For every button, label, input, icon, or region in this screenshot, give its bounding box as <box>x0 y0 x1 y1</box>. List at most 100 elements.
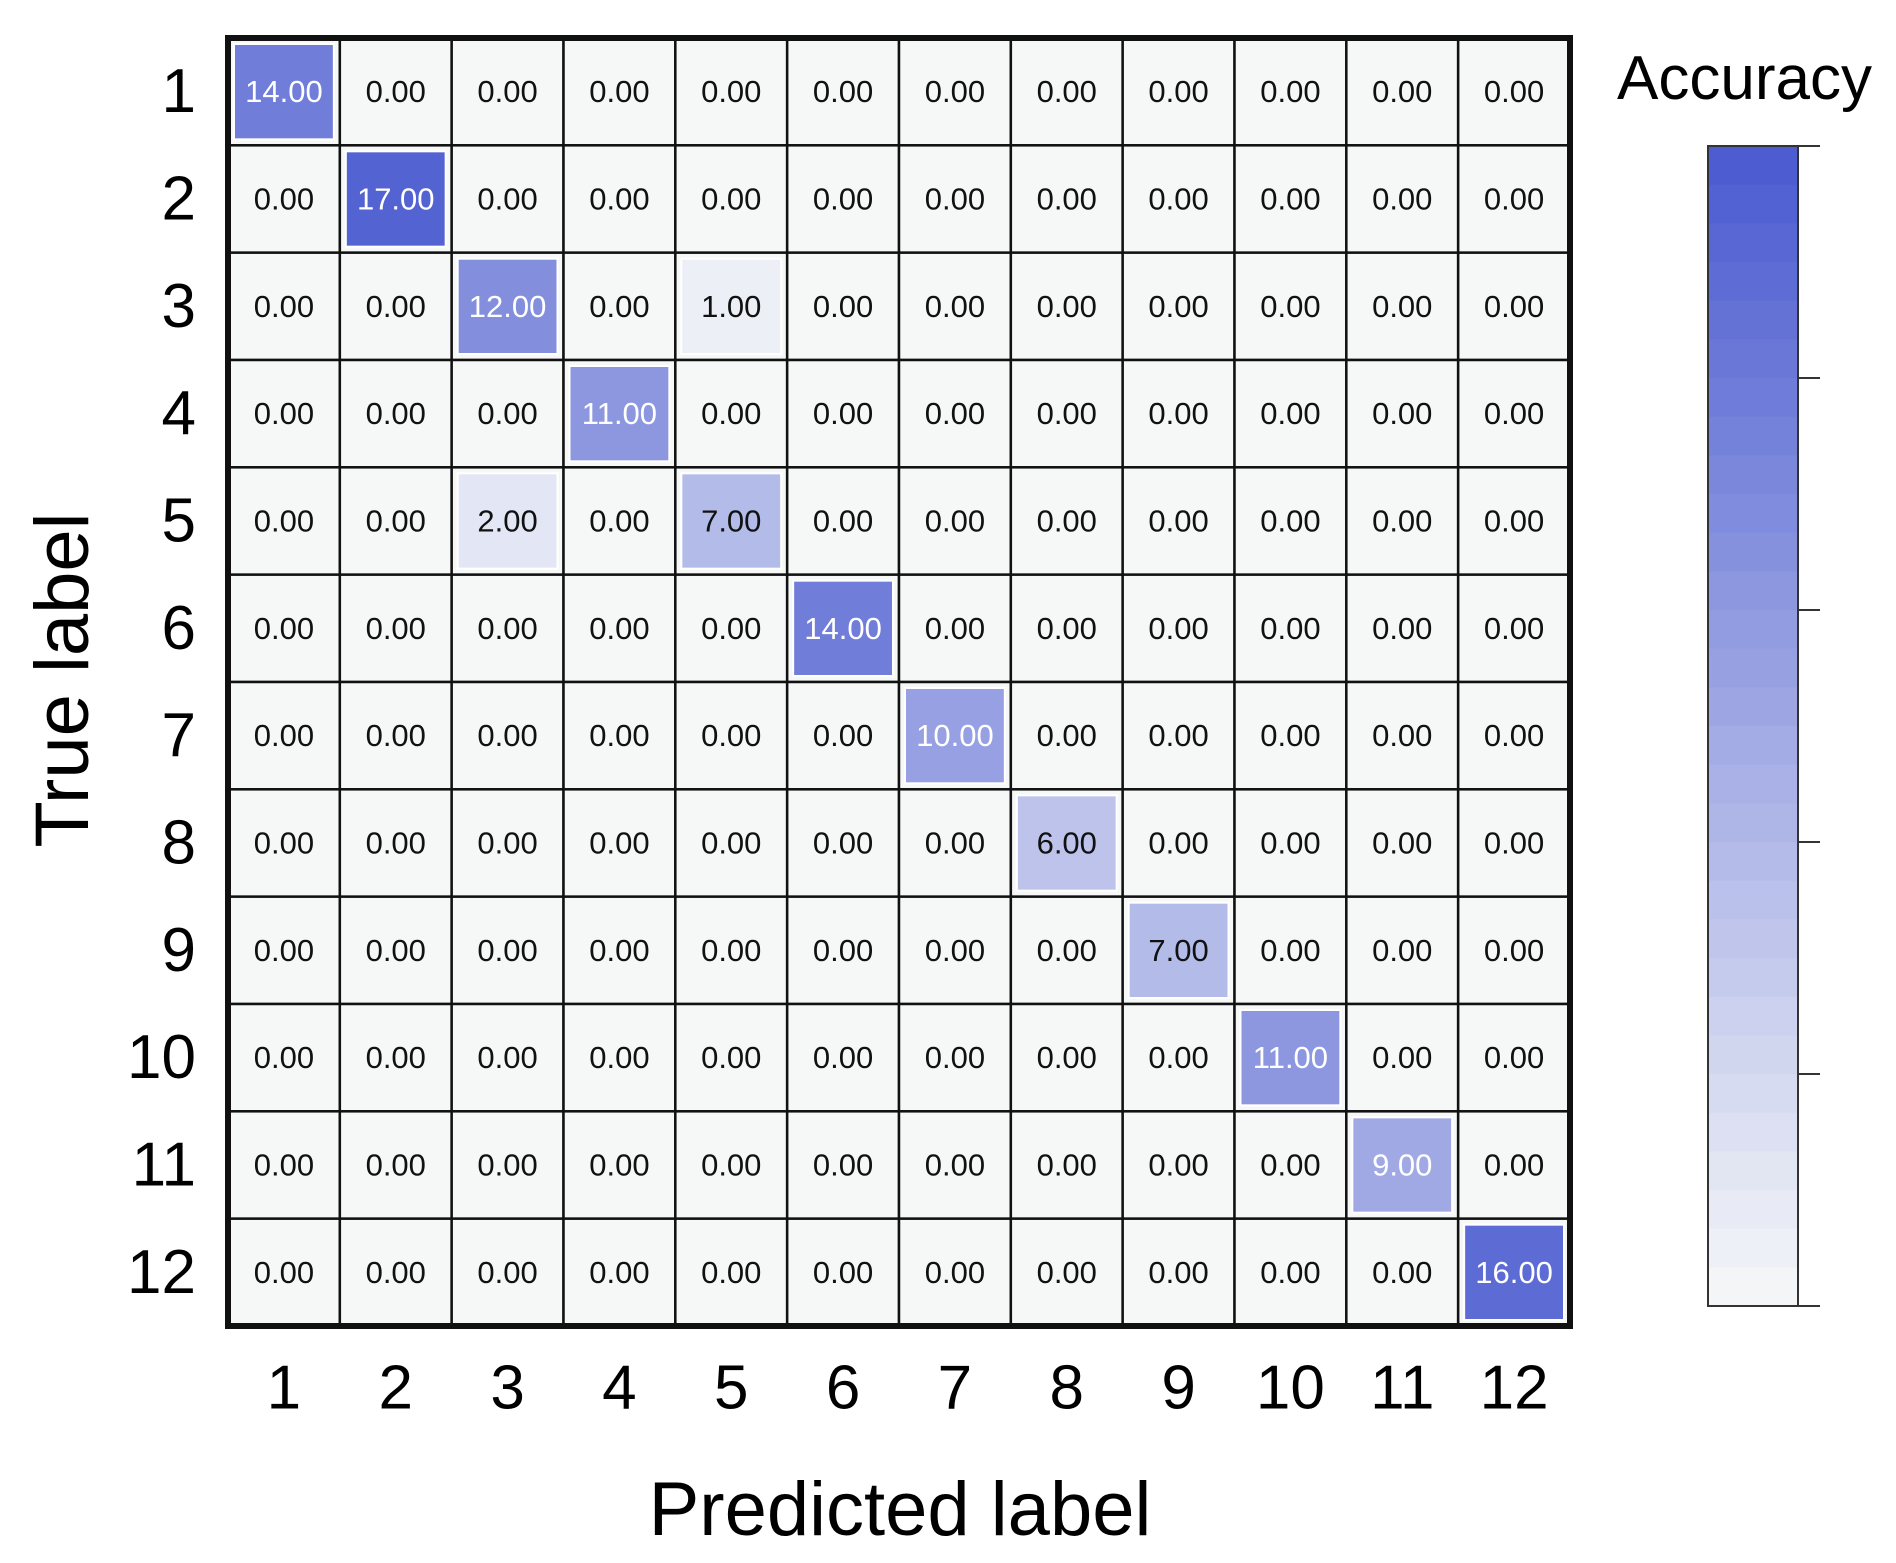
cell-value-label: 0.00 <box>1484 826 1544 861</box>
x-tick-label: 5 <box>714 1354 748 1423</box>
heatmap-cell-fill <box>792 579 895 678</box>
cell-value-label: 0.00 <box>925 74 985 109</box>
heatmap-cell <box>897 895 1013 1006</box>
cell-value-label: 0.00 <box>813 933 873 968</box>
cell-value-label: 0.00 <box>1260 611 1320 646</box>
cell-value-label: 0.00 <box>589 933 649 968</box>
heatmap-cell <box>450 358 565 469</box>
heatmap-cell <box>562 788 677 898</box>
cell-value-label: 0.00 <box>1260 826 1320 861</box>
cell-value-label: 0.00 <box>589 826 649 861</box>
cell-value-label: 0.00 <box>254 396 314 431</box>
cell-value-label: 0.00 <box>366 504 426 539</box>
cell-value-label: 0.00 <box>1260 289 1320 324</box>
cell-value-label: 0.00 <box>477 826 537 861</box>
heatmap-cell <box>1121 788 1236 898</box>
cell-value-label: 0.00 <box>1372 826 1432 861</box>
cell-value-label: 0.00 <box>1260 1148 1320 1183</box>
cell-value-label: 0.00 <box>925 611 985 646</box>
cell-value-label: 0.00 <box>254 182 314 217</box>
y-tick-label: 9 <box>162 916 196 985</box>
heatmap-cell-fill <box>680 472 783 570</box>
cell-value-label: 0.00 <box>1484 933 1544 968</box>
cell-value-label: 0.00 <box>1372 289 1432 324</box>
heatmap-cell <box>562 680 677 791</box>
heatmap-cell <box>226 144 342 254</box>
cell-value-label: 12.00 <box>469 289 547 324</box>
cell-value-label: 9.00 <box>1372 1148 1432 1183</box>
colorbar-segment <box>1708 1190 1798 1230</box>
cell-value-label: 0.00 <box>1260 74 1320 109</box>
cell-value-label: 0.00 <box>589 611 649 646</box>
cell-value-label: 0.00 <box>1372 504 1432 539</box>
cell-value-label: 0.00 <box>813 826 873 861</box>
cell-value-label: 0.00 <box>477 1040 537 1075</box>
cell-value-label: 0.00 <box>1037 1255 1097 1290</box>
heatmap-cell <box>674 573 789 684</box>
y-tick-label: 10 <box>127 1023 196 1092</box>
heatmap-cell <box>785 144 901 254</box>
heatmap-cell <box>1345 36 1460 147</box>
cell-value-label: 0.00 <box>1484 611 1544 646</box>
cell-value-label: 0.00 <box>1260 1255 1320 1290</box>
colorbar-outline <box>1707 145 1799 1307</box>
cell-value-label: 0.00 <box>813 182 873 217</box>
heatmap-cell <box>897 1217 1013 1328</box>
heatmap-cell-fill <box>904 687 1006 785</box>
heatmap-cell-fill <box>1239 1009 1342 1107</box>
heatmap-cell <box>785 895 901 1006</box>
cell-value-label: 0.00 <box>1484 289 1544 324</box>
cell-value-label: 10.00 <box>916 718 994 753</box>
cell-value-label: 1.00 <box>701 289 761 324</box>
cell-value-label: 14.00 <box>804 611 882 646</box>
colorbar-segment <box>1708 1151 1798 1191</box>
heatmap-cell <box>1121 466 1236 576</box>
cell-value-label: 0.00 <box>813 504 873 539</box>
cell-value-label: 0.00 <box>1037 74 1097 109</box>
heatmap-cell-fill <box>456 257 559 355</box>
cell-value-label: 0.00 <box>1148 1148 1208 1183</box>
cell-value-label: 0.00 <box>1260 718 1320 753</box>
heatmap-cell <box>1456 1110 1572 1220</box>
cell-value-label: 0.00 <box>477 611 537 646</box>
y-tick-label: 2 <box>162 165 196 234</box>
cell-value-label: 0.00 <box>925 182 985 217</box>
cell-value-label: 0.00 <box>1484 1040 1544 1075</box>
cell-value-label: 0.00 <box>477 933 537 968</box>
heatmap-cell <box>562 895 677 1006</box>
cell-value-label: 0.00 <box>701 1148 761 1183</box>
cell-value-label: 0.00 <box>1372 396 1432 431</box>
x-tick-label: 9 <box>1161 1354 1195 1423</box>
x-tick-label: 8 <box>1050 1354 1084 1423</box>
heatmap-cell <box>1233 1110 1348 1220</box>
colorbar <box>1707 145 1820 1307</box>
heatmap-cell <box>450 144 565 254</box>
heatmap-cell <box>1121 144 1236 254</box>
colorbar-segment <box>1708 880 1798 920</box>
x-tick-label: 12 <box>1480 1354 1549 1423</box>
heatmap-cell <box>562 251 677 362</box>
y-tick-label: 7 <box>162 701 196 770</box>
heatmap-cell <box>1345 466 1460 576</box>
heatmap-cell <box>897 1002 1013 1113</box>
heatmap-cell <box>674 680 789 791</box>
colorbar-title: Accuracy <box>1617 44 1872 113</box>
x-tick-labels: 1 2 3 4 5 6 7 8 9 10 11 12 <box>267 1354 1549 1423</box>
cell-value-label: 0.00 <box>701 826 761 861</box>
cell-value-label: 0.00 <box>589 1255 649 1290</box>
cell-value-label: 0.00 <box>1484 74 1544 109</box>
cell-value-label: 0.00 <box>1037 289 1097 324</box>
cell-value-label: 0.00 <box>254 289 314 324</box>
cell-value-label: 0.00 <box>701 1040 761 1075</box>
cell-value-label: 0.00 <box>477 182 537 217</box>
cell-value-label: 0.00 <box>589 718 649 753</box>
colorbar-segment <box>1708 571 1798 611</box>
colorbar-segment <box>1708 842 1798 882</box>
cell-value-label: 0.00 <box>925 826 985 861</box>
cell-value-label: 0.00 <box>701 933 761 968</box>
heatmap-cell <box>674 1217 789 1328</box>
x-tick-label: 11 <box>1370 1354 1434 1423</box>
heatmap-cell <box>562 1002 677 1113</box>
